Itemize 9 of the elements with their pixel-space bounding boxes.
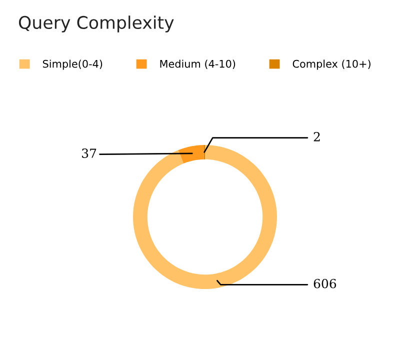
data-label: 2 [314, 132, 320, 142]
data-label: 37 [82, 148, 96, 158]
legend-label: Simple(0-4) [42, 60, 102, 70]
legend-label: Complex (10+) [292, 60, 370, 70]
donut-slice [178, 145, 204, 164]
chart-title: Query Complexity [18, 16, 174, 32]
data-label: 606 [314, 278, 336, 288]
legend-label: Medium (4-10) [160, 60, 236, 69]
donut-slice [133, 145, 277, 289]
